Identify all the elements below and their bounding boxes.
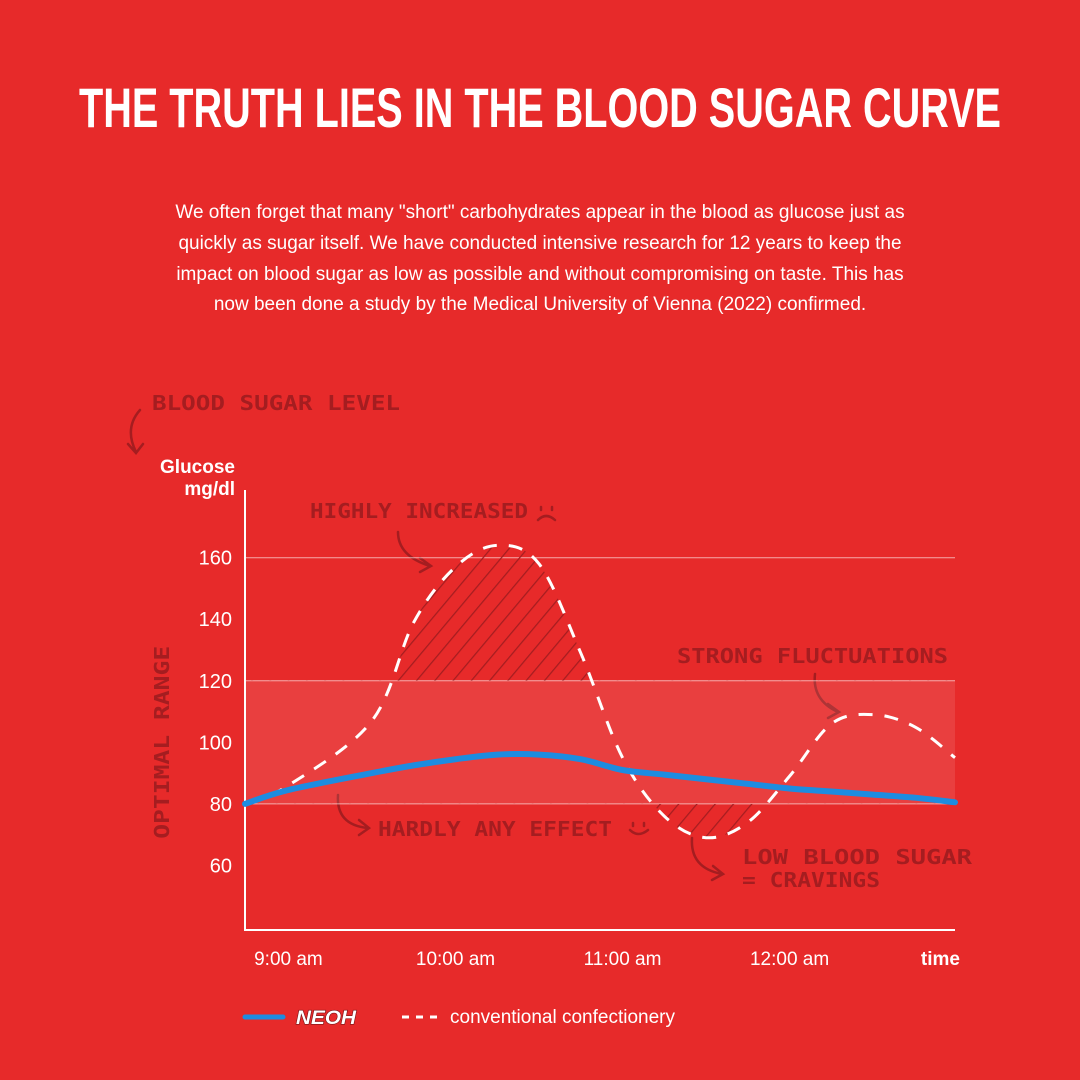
x-tick-label: 11:00 am xyxy=(584,949,662,970)
y-tick-label: 60 xyxy=(210,855,232,877)
paragraph-line: now been done a study by the Medical Uni… xyxy=(214,294,866,315)
y-tick-label: 100 xyxy=(199,732,232,754)
legend-label: conventional confectionery xyxy=(450,1007,675,1028)
annotation: LOW BLOOD SUGAR xyxy=(742,845,973,869)
hatch-high xyxy=(245,545,955,681)
series-line xyxy=(242,751,958,807)
y-tick-label: 160 xyxy=(199,548,232,570)
y-tick-label: 80 xyxy=(210,794,232,816)
legend: NEOH conventional confectionery xyxy=(242,1007,675,1030)
title: THE TRUTH LIES IN THE BLOOD SUGAR CURVE xyxy=(79,76,1001,139)
paragraph-line: We often forget that many "short" carboh… xyxy=(175,202,904,223)
x-tick-label: 10:00 am xyxy=(416,949,495,970)
paragraph-line: impact on blood sugar as low as possible… xyxy=(176,264,903,285)
paragraph-line: quickly as sugar itself. We have conduct… xyxy=(178,233,901,254)
legend-label: NEOH xyxy=(296,1008,357,1029)
y-axis-label: Glucose xyxy=(160,457,235,478)
x-tick-label: 9:00 am xyxy=(254,949,323,970)
annotation: HIGHLY INCREASED xyxy=(310,499,528,523)
band-label: OPTIMAL RANGE xyxy=(150,646,174,839)
annotation: STRONG FLUCTUATIONS xyxy=(677,644,948,668)
y-annotation: BLOOD SUGAR LEVEL xyxy=(152,391,400,415)
y-tick-label: 140 xyxy=(199,609,232,631)
arrows xyxy=(126,408,842,882)
y-tick-label: 120 xyxy=(199,671,232,693)
series-line xyxy=(244,543,956,840)
x-tick-label: 12:00 am xyxy=(750,949,829,970)
annotation: = CRAVINGS xyxy=(742,868,880,892)
x-axis-label: time xyxy=(921,949,960,970)
y-axis-label: mg/dl xyxy=(184,479,235,500)
annotation: HARDLY ANY EFFECT xyxy=(378,817,612,841)
